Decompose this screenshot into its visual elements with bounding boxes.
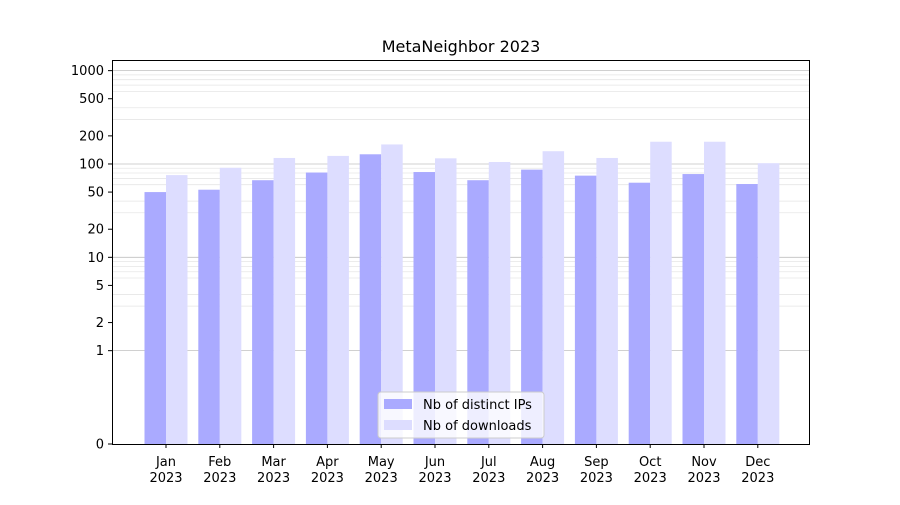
y-tick-label: 20 [87,223,104,238]
y-tick-label: 200 [79,129,104,144]
x-tick-label-month: Jan [155,455,176,470]
x-axis: Jan2023Feb2023Mar2023Apr2023May2023Jun20… [149,444,774,486]
y-tick-label: 1 [96,344,104,359]
bar-distinct-ips [413,172,435,444]
plot-area-frame [112,60,810,445]
bar-distinct-ips [736,184,758,444]
bar-downloads [435,158,457,444]
x-tick-label-month: Jul [480,455,497,470]
bar-downloads [273,157,296,444]
bar-downloads [327,155,349,444]
x-tick-label-year: 2023 [257,471,290,486]
y-tick-label: 1000 [71,64,104,79]
bar-distinct-ips [359,154,382,445]
bar-distinct-ips [682,174,704,444]
x-tick-label-month: Feb [208,455,231,470]
bar-downloads [542,151,565,444]
y-tick-label: 50 [87,186,104,201]
x-tick-label-year: 2023 [472,471,505,486]
bars [144,141,780,445]
x-tick-label-month: Nov [691,455,717,470]
y-tick-label: 2 [96,316,104,331]
x-tick-label-month: Oct [639,455,661,470]
bar-distinct-ips [305,172,328,445]
bar-downloads [596,157,618,444]
legend-swatch [384,399,412,409]
x-tick-label-year: 2023 [580,471,613,486]
legend-label: Nb of downloads [423,419,532,434]
x-tick-label-year: 2023 [203,471,236,486]
y-tick-label: 10 [87,251,104,266]
bar-downloads [650,141,672,445]
x-tick-label-year: 2023 [365,471,398,486]
bar-downloads [488,161,511,444]
bar-distinct-ips [252,180,274,445]
x-tick-label-month: Mar [261,455,286,470]
bar-distinct-ips [521,169,543,444]
y-tick-label: 500 [79,92,104,107]
x-tick-label-year: 2023 [149,471,182,486]
legend-label: Nb of distinct IPs [423,398,532,413]
x-tick-label-month: Apr [316,455,339,470]
y-axis: 0 1 2 5 10 20 50 100 200 500 1000 [71,64,112,453]
y-tick-label: 0 [96,438,104,453]
bar-distinct-ips [467,180,489,445]
bar-downloads [381,144,403,444]
x-tick-label-month: Dec [745,455,770,470]
legend-box [377,391,545,439]
bar-downloads [166,175,188,444]
x-tick-label-year: 2023 [687,471,720,486]
chart-title: MetaNeighbor 2023 [382,37,541,56]
x-tick-label-month: Jun [424,455,445,470]
x-tick-label-year: 2023 [311,471,344,486]
y-tick-label: 5 [96,279,104,294]
x-tick-label-month: May [368,455,395,470]
bar-distinct-ips [144,192,166,444]
bar-downloads [704,141,726,445]
x-tick-label-year: 2023 [741,471,774,486]
bar-downloads [219,167,242,445]
x-tick-label-year: 2023 [634,471,667,486]
bar-distinct-ips [198,189,220,444]
legend: Nb of distinct IPs Nb of downloads [377,391,545,439]
x-tick-label-month: Sep [584,455,609,470]
y-tick-label: 100 [79,157,104,172]
x-tick-label-month: Aug [530,455,555,470]
x-tick-label-year: 2023 [526,471,559,486]
bar-downloads [757,163,780,444]
bar-distinct-ips [628,182,651,444]
x-tick-label-year: 2023 [418,471,451,486]
legend-swatch [384,420,412,430]
bar-distinct-ips [574,175,597,444]
